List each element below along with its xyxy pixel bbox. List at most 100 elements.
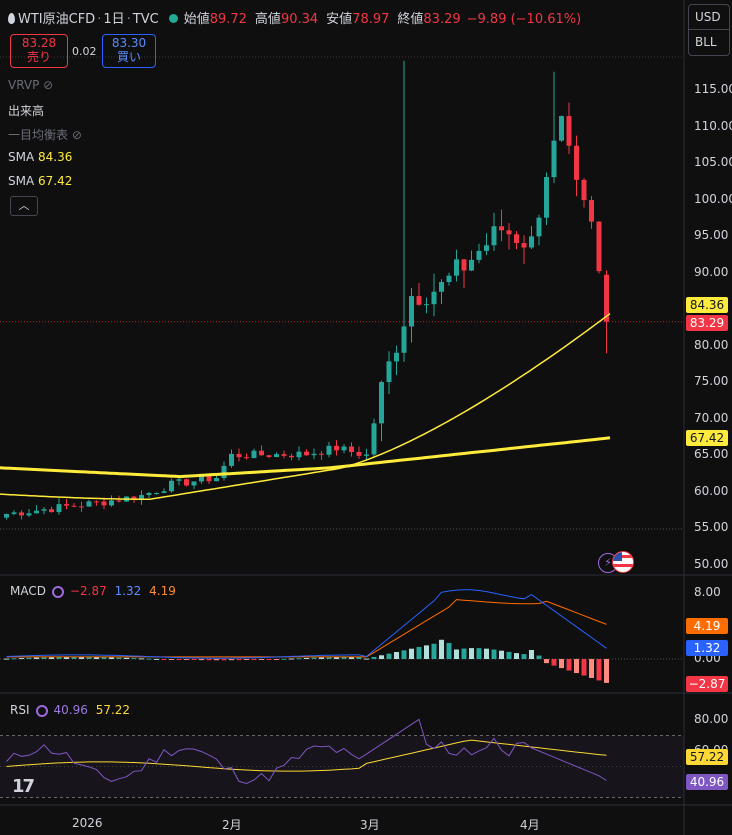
candle-body (356, 451, 362, 456)
tradingview-logo-icon[interactable]: 17 (12, 776, 35, 797)
sma2-price-tag: 67.42 (686, 430, 728, 446)
macd-hist-bar (461, 648, 467, 659)
candle-body (41, 509, 47, 511)
candle-body (326, 445, 332, 455)
macd-hist-bar (169, 659, 174, 660)
macd-signal-line (6, 599, 607, 658)
macd-hist-bar (184, 659, 189, 660)
macd-hist-bar (439, 639, 444, 659)
close-label: 終値 (397, 12, 424, 27)
macd-hist-bar (446, 643, 452, 659)
indicator-settings-icon[interactable] (35, 705, 48, 717)
data-source: TVC (132, 12, 159, 27)
macd-hist-bar (476, 648, 482, 659)
macd-legend[interactable]: MACD −2.87 1.32 4.19 (10, 584, 176, 598)
currency-unit[interactable]: USD (695, 10, 721, 24)
rsi-legend[interactable]: RSI 40.96 57.22 (10, 703, 130, 717)
macd-hist-bar (124, 657, 129, 659)
eye-hidden-icon[interactable]: ⊘ (43, 78, 54, 92)
us-flag-icon[interactable] (612, 551, 634, 573)
macd-hist-bar (146, 658, 152, 660)
symbol-name[interactable]: WTI原油CFD (18, 12, 96, 27)
measure-unit[interactable]: BLL (695, 35, 717, 49)
candle-body (109, 500, 114, 506)
candle-body (19, 512, 24, 516)
eye-hidden-icon[interactable]: ⊘ (71, 128, 82, 142)
sell-label: 売り (26, 50, 51, 64)
rsi-label: RSI (10, 703, 30, 717)
macd-hist-bar (139, 658, 144, 660)
macd-hist-bar (401, 650, 407, 659)
rsi-ma-line (6, 739, 607, 772)
price-tick-label: 70.00 (694, 410, 729, 425)
candle-body (521, 243, 527, 248)
candle-body (499, 226, 504, 231)
price-tick-label: 110.00 (694, 118, 732, 133)
volume-legend[interactable]: 出来高 (8, 104, 45, 118)
candle-body (289, 455, 294, 458)
ichimoku-label: 一目均衡表 (8, 128, 69, 142)
buy-button[interactable]: 83.30 買い (102, 34, 156, 68)
candle-body (574, 145, 579, 180)
sma2-value: 67.42 (38, 174, 73, 188)
candle-body (469, 259, 474, 271)
open-value: 89.72 (209, 12, 247, 27)
currency-selector[interactable]: USD BLL (688, 4, 730, 56)
candle-body (566, 116, 572, 146)
rsi-ma-value: 57.22 (95, 703, 131, 717)
macd-hist-value: −2.87 (69, 584, 107, 598)
ichimoku-legend[interactable]: 一目均衡表 ⊘ (8, 126, 82, 143)
indicator-settings-icon[interactable] (51, 586, 64, 598)
candle-body (79, 506, 84, 508)
macd-line-value: 1.32 (114, 584, 142, 598)
oil-drop-icon (8, 13, 15, 24)
candle-body (589, 200, 594, 222)
candle-body (484, 245, 489, 251)
candle-body (64, 504, 69, 506)
macd-hist-bar (64, 656, 69, 659)
candle-body (236, 453, 242, 458)
vrvp-legend[interactable]: VRVP ⊘ (8, 78, 53, 92)
candle-body (454, 259, 459, 276)
macd-hist-bar (199, 659, 204, 661)
price-tick-label: 50.00 (694, 557, 729, 571)
candle-body (191, 481, 197, 486)
macd-hist-bar (236, 659, 242, 661)
candle-body (551, 140, 557, 178)
sell-button[interactable]: 83.28 売り (10, 34, 68, 68)
candle-body (461, 259, 467, 271)
price-tick-label: 65.00 (694, 447, 729, 462)
macd-hist-bar (266, 659, 272, 660)
macd-hist-bar (109, 657, 114, 659)
candle-body (116, 500, 122, 502)
macd-tick-label: 8.00 (694, 585, 721, 599)
time-label-mar: 3月 (360, 818, 380, 832)
macd-hist-bar (4, 658, 9, 660)
macd-hist-bar (319, 657, 324, 659)
macd-hist-bar (41, 657, 47, 659)
macd-hist-bar (191, 659, 197, 660)
collapse-legend-button[interactable]: ︿ (10, 196, 38, 216)
candle-body (146, 492, 152, 496)
candle-body (101, 501, 107, 506)
chevron-up-icon: ︿ (18, 199, 30, 212)
sma1-legend[interactable]: SMA 84.36 (8, 150, 72, 164)
macd-hist-bar (116, 657, 122, 659)
sma2-legend[interactable]: SMA 67.42 (8, 174, 72, 188)
candle-body (604, 274, 609, 322)
macd-hist-bar (49, 657, 54, 659)
candle-body (401, 326, 407, 353)
interval[interactable]: 1日 (103, 12, 125, 27)
candle-body (199, 475, 204, 482)
candle-body (364, 454, 369, 456)
candle-body (304, 451, 309, 456)
macd-label: MACD (10, 584, 46, 598)
candle-body (379, 382, 384, 424)
macd-hist-bar (311, 657, 317, 659)
candle-body (169, 480, 174, 492)
macd-hist-bar (409, 648, 414, 659)
macd-hist-bar (521, 654, 527, 659)
macd-hist-bar (566, 659, 572, 671)
macd-hist-bar (19, 658, 24, 660)
